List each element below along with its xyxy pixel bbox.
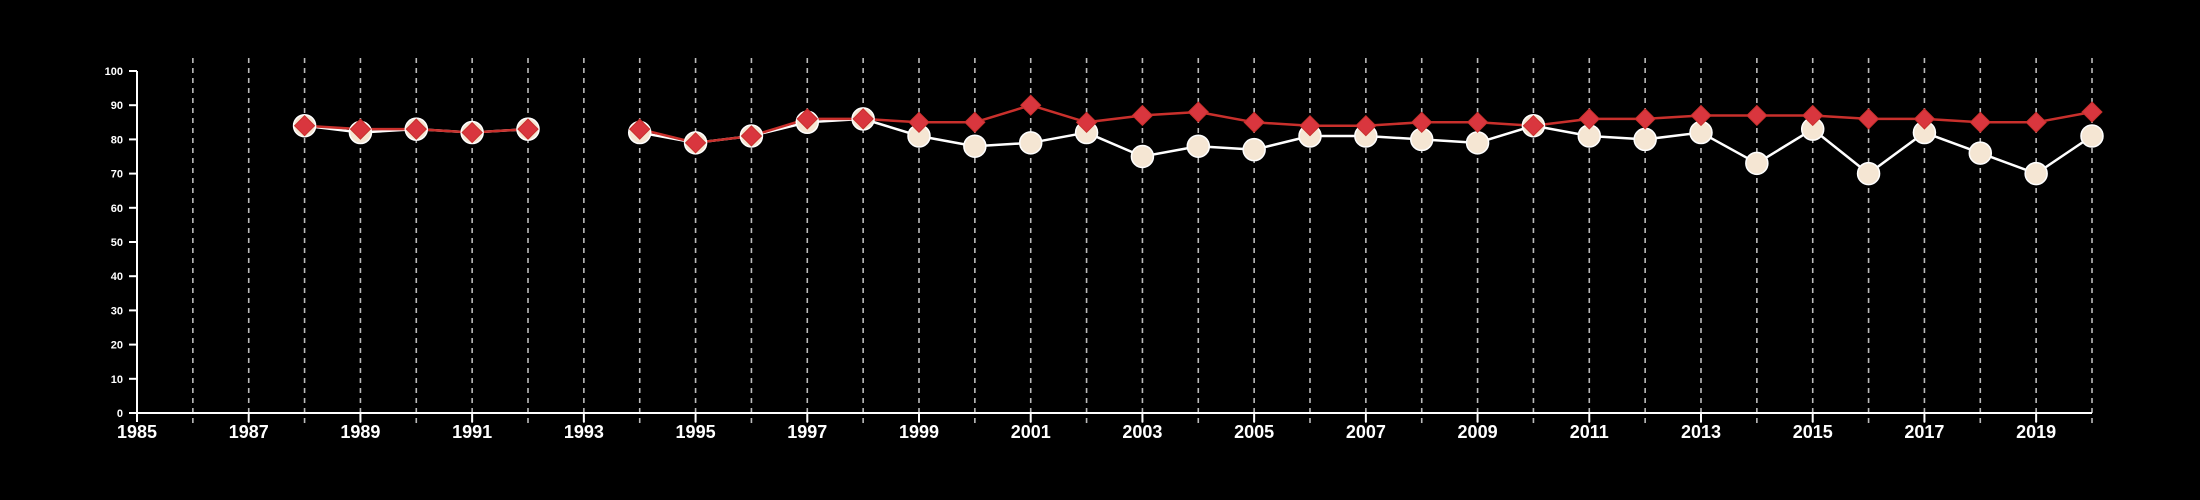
axes: 0 10 20 30 40 50 60 70 80 90 100 1985 1987 1989 1991 19… — [105, 66, 2092, 442]
x-tick-label: 1993 — [564, 422, 604, 442]
y-tick-label: 30 — [111, 305, 123, 317]
diamond-point-1990 — [405, 118, 427, 140]
diamond-point-2007 — [1355, 115, 1377, 137]
y-tick-label: 80 — [111, 134, 123, 146]
diamond-point-1988 — [293, 115, 316, 137]
diamond-point-2009 — [1466, 111, 1489, 134]
circle-point-2001 — [1018, 131, 1043, 155]
x-tick-label: 2015 — [1793, 422, 1833, 442]
x-tick-label: 2019 — [2016, 422, 2056, 442]
y-tick-label: 20 — [111, 340, 123, 352]
circle-point-2012 — [1633, 127, 1657, 152]
circle-point-2003 — [1130, 144, 1155, 169]
diamond-point-2019 — [2025, 111, 2047, 134]
circle-point-2004 — [1186, 134, 1211, 158]
diamond-point-2011 — [1578, 108, 1600, 130]
y-tick-label: 100 — [105, 66, 123, 78]
diamond-point-1999 — [908, 111, 930, 134]
diamond-point-2012 — [1634, 108, 1656, 130]
x-tick-label: 1991 — [452, 422, 492, 442]
diamond-point-1998 — [852, 108, 874, 130]
diamond-point-1995 — [684, 132, 707, 154]
x-tick-label: 1999 — [899, 422, 939, 442]
y-tick-label: 50 — [111, 237, 123, 249]
circle-point-2000 — [963, 134, 987, 158]
series-group — [292, 94, 2104, 186]
diamond-point-2015 — [1802, 104, 1824, 127]
diamond-point-2006 — [1299, 115, 1321, 137]
diamond-point-2005 — [1243, 111, 1265, 134]
diamond-point-2018 — [1969, 111, 1991, 134]
circle-point-2019 — [2024, 161, 2048, 186]
diamond-point-2000 — [964, 111, 986, 134]
circle-point-2014 — [1745, 151, 1769, 176]
y-tick-label: 0 — [117, 408, 123, 420]
x-tick-label: 2017 — [1904, 422, 1944, 442]
diamond-point-2020 — [2081, 101, 2103, 123]
diamond-point-2004 — [1187, 101, 1209, 123]
x-tick-label: 1997 — [787, 422, 827, 442]
diamond-point-2013 — [1690, 104, 1712, 127]
diamond-point-2010 — [1522, 115, 1545, 137]
diamond-point-2002 — [1075, 111, 1098, 134]
y-tick-label: 40 — [111, 271, 123, 283]
diamond-point-2003 — [1131, 104, 1154, 127]
x-tick-label: 2001 — [1011, 422, 1051, 442]
diamond-point-2001 — [1020, 94, 1042, 116]
diamond-point-1994 — [629, 118, 651, 140]
x-tick-label: 1987 — [229, 422, 269, 442]
diamond-point-1992 — [517, 118, 539, 140]
y-tick-label: 70 — [111, 169, 123, 181]
diamond-point-1989 — [349, 118, 372, 140]
x-tick-label: 2011 — [1570, 422, 1609, 442]
diamond-point-2008 — [1411, 111, 1433, 134]
circle-point-2018 — [1968, 141, 1993, 165]
diamond-point-2014 — [1746, 104, 1768, 127]
x-tick-label: 1985 — [117, 422, 157, 442]
x-tick-label: 1989 — [340, 422, 380, 442]
y-tick-label: 60 — [111, 203, 123, 215]
x-tick-label: 2007 — [1346, 422, 1386, 442]
circle-point-2005 — [1242, 137, 1266, 162]
circle-point-2009 — [1465, 131, 1490, 155]
x-tick-label: 1995 — [676, 422, 716, 442]
circle-point-2016 — [1856, 161, 1881, 186]
diamond-point-2016 — [1857, 108, 1880, 130]
x-tick-label: 2003 — [1122, 422, 1162, 442]
diamond-point-1996 — [740, 125, 763, 147]
diamond-point-2017 — [1913, 108, 1936, 130]
diamond-point-1997 — [796, 108, 818, 130]
x-tick-label: 2005 — [1234, 422, 1274, 442]
diamond-point-1991 — [461, 121, 483, 144]
x-tick-label: 2013 — [1681, 422, 1721, 442]
circle-point-2020 — [2080, 124, 2104, 148]
x-tick-label: 2009 — [1458, 422, 1498, 442]
y-tick-label: 10 — [111, 374, 123, 386]
y-tick-label: 90 — [111, 100, 123, 112]
